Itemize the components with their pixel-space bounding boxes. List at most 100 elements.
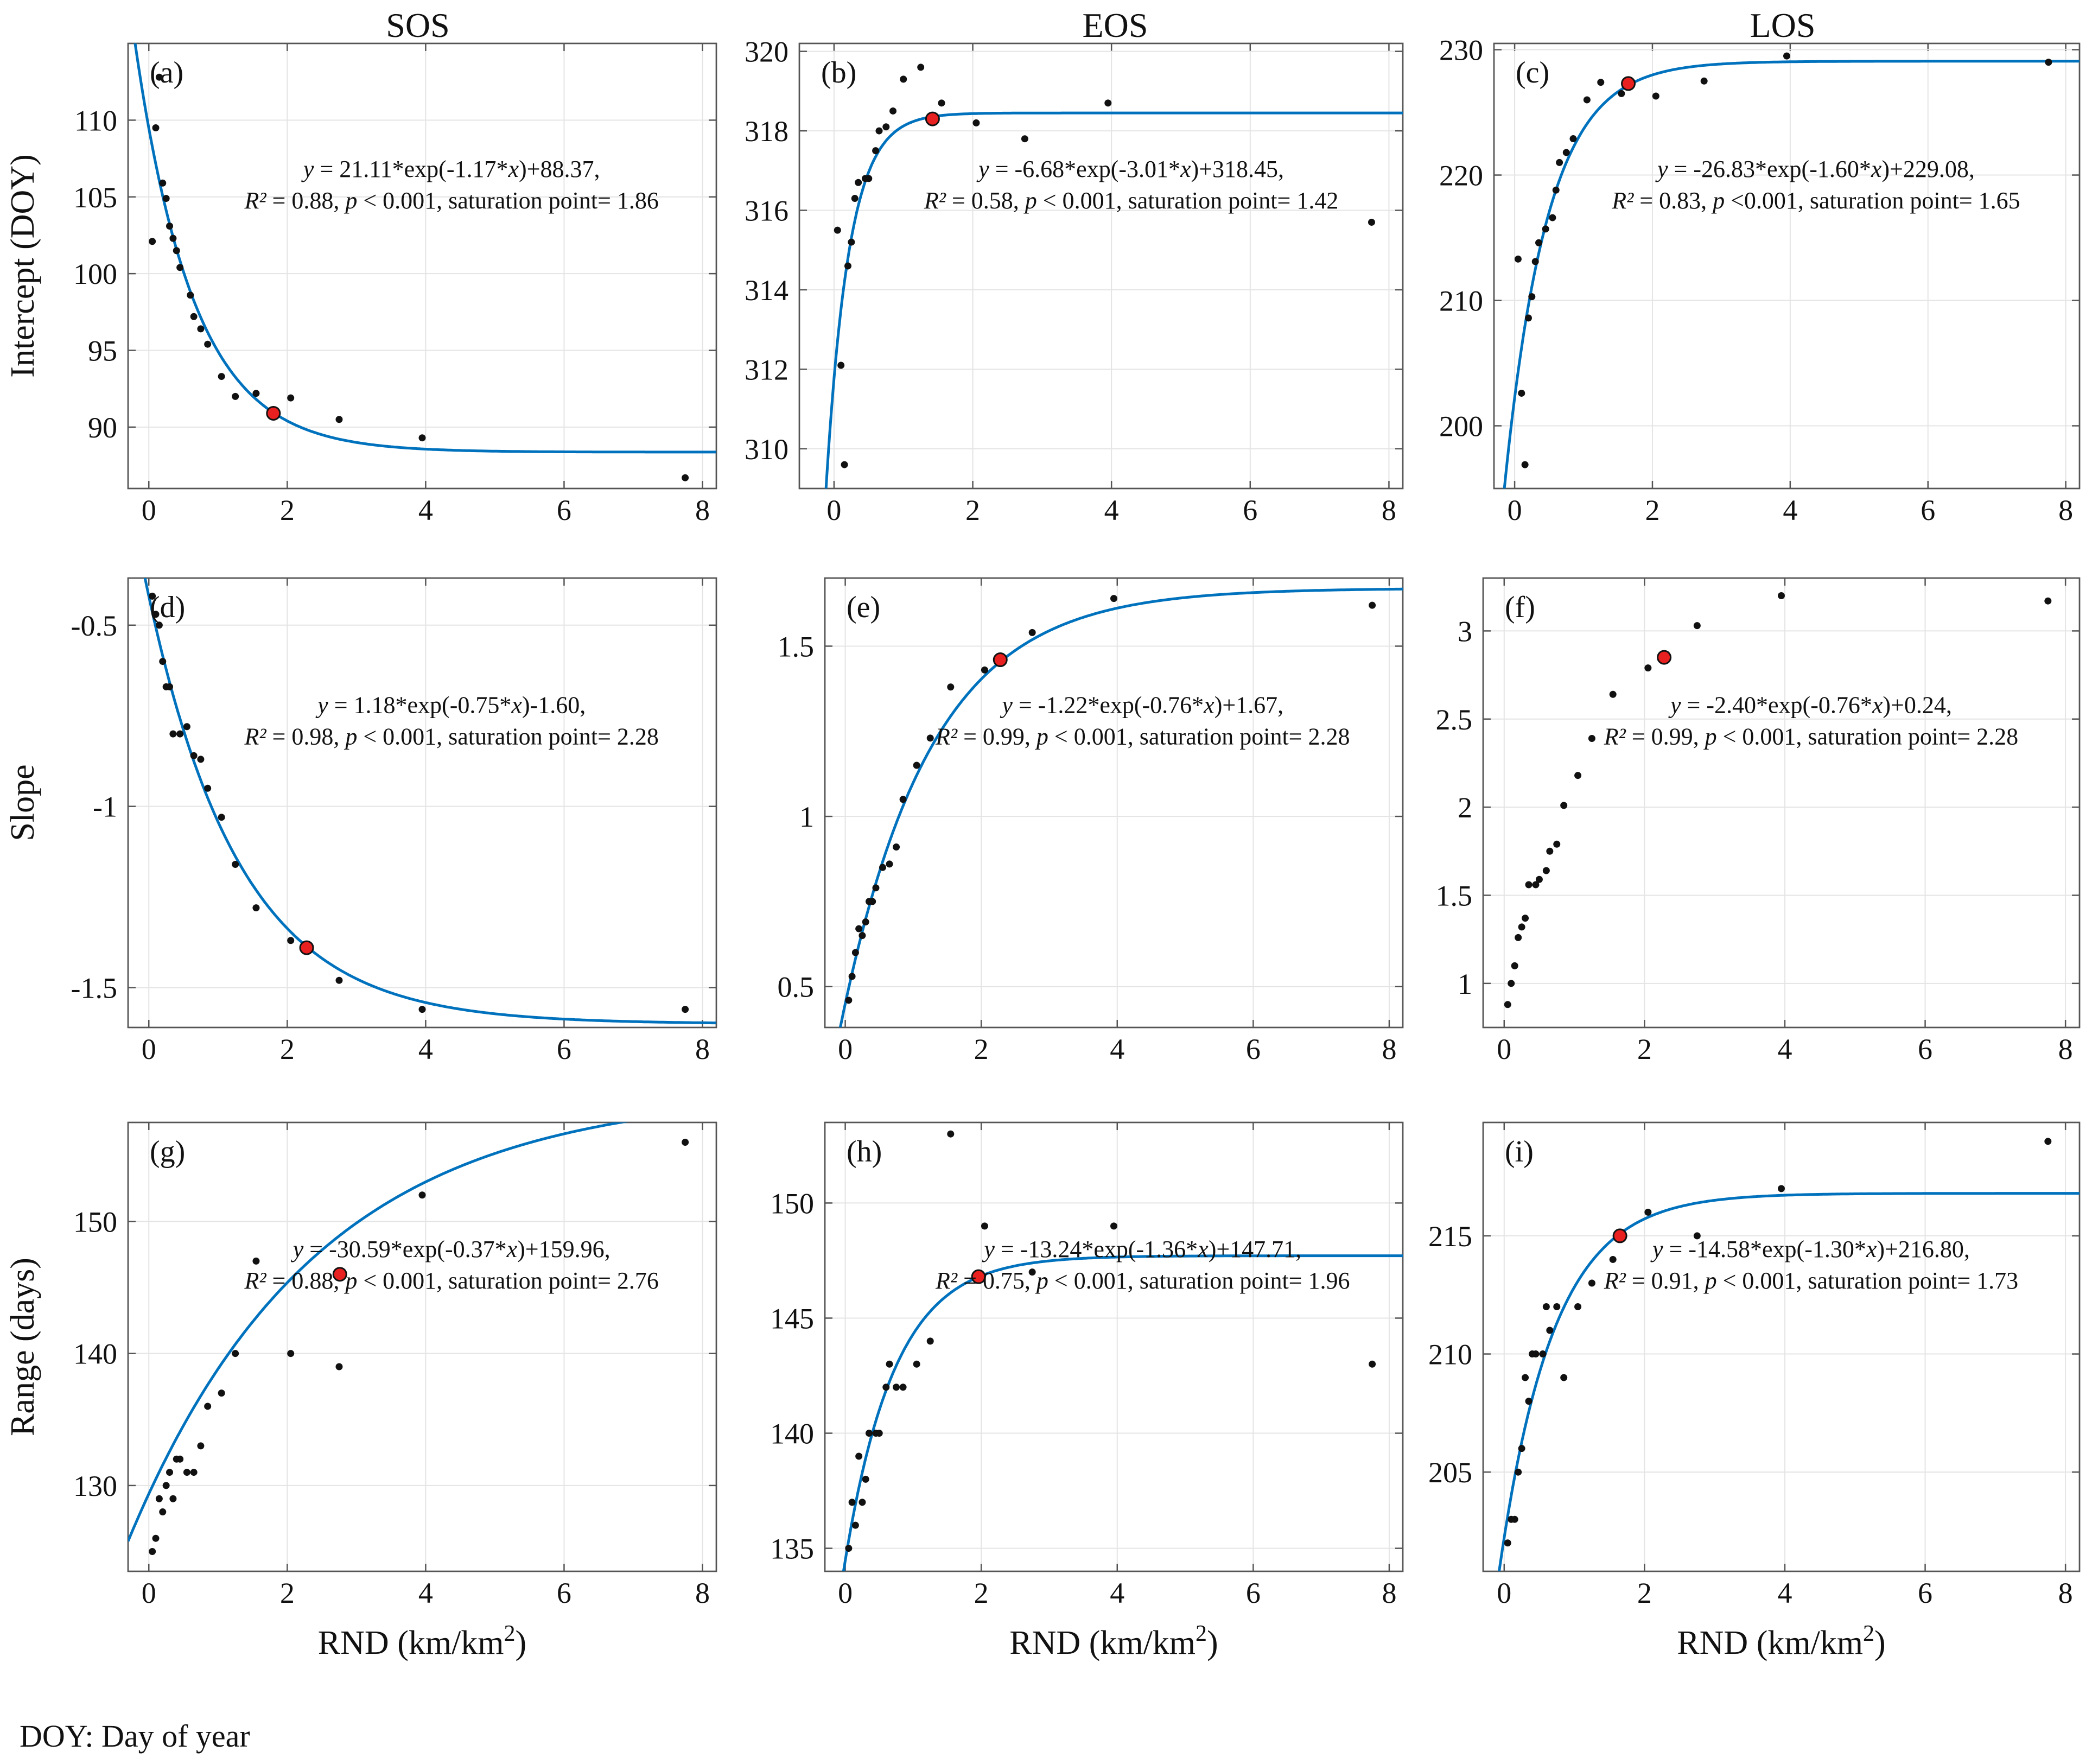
- data-point: [1588, 734, 1595, 742]
- fit-statistics: R² = 0.83, p <0.001, saturation point= 1…: [1611, 187, 2020, 214]
- data-point: [169, 234, 177, 242]
- data-point: [232, 1350, 239, 1357]
- data-point: [886, 860, 893, 868]
- y-tick-label: 130: [73, 1470, 117, 1502]
- data-point: [152, 611, 160, 618]
- data-point: [1542, 225, 1549, 233]
- data-point: [862, 1475, 869, 1483]
- data-point: [173, 247, 180, 255]
- x-tick-label: 6: [1918, 1577, 1932, 1609]
- data-point: [1618, 90, 1625, 97]
- plot-border: [127, 42, 717, 490]
- plot-border: [127, 1121, 717, 1572]
- data-point: [152, 1534, 160, 1542]
- data-point: [1514, 255, 1522, 263]
- data-point: [159, 1508, 167, 1516]
- data-point: [913, 1360, 920, 1368]
- data-point: [1542, 867, 1550, 874]
- data-point: [981, 666, 988, 674]
- x-tick-label: 4: [1783, 494, 1797, 526]
- x-tick-label: 0: [1508, 494, 1522, 526]
- y-tick-label: 200: [1439, 410, 1483, 443]
- data-point: [166, 683, 174, 690]
- data-point: [845, 997, 853, 1004]
- x-tick-label: 6: [557, 494, 571, 526]
- data-point: [176, 1455, 184, 1463]
- y-tick-label: 318: [745, 115, 789, 148]
- data-point: [1560, 1374, 1568, 1381]
- data-point: [893, 843, 900, 851]
- fit-statistics: R² = 0.88, p < 0.001, saturation point= …: [244, 187, 658, 214]
- data-point: [1522, 1374, 1529, 1381]
- data-point: [159, 179, 167, 187]
- x-tick-label: 8: [2058, 494, 2073, 526]
- fit-curve: [824, 111, 1403, 488]
- y-axis-label: Slope: [4, 764, 41, 841]
- data-point: [1783, 52, 1790, 60]
- data-point: [176, 730, 184, 738]
- y-tick-label: 1: [1458, 968, 1472, 1000]
- fit-curve: [1498, 1192, 2080, 1571]
- data-point: [1518, 923, 1525, 931]
- panel-a: 0 2 4 6 8 90 95 100 105 110 (a) y = 21.11*exp(-1.17…: [4, 42, 717, 526]
- data-point: [149, 592, 156, 600]
- data-point: [1369, 1360, 1376, 1368]
- y-tick-label: 110: [74, 104, 117, 137]
- data-point: [855, 1452, 863, 1460]
- y-tick-label: 95: [88, 335, 117, 367]
- data-point: [232, 861, 239, 868]
- data-point: [1110, 595, 1117, 602]
- data-point: [1778, 592, 1785, 599]
- saturation-point: [993, 652, 1008, 668]
- y-tick-label: 205: [1428, 1456, 1472, 1489]
- data-point: [1021, 135, 1028, 143]
- data-point: [252, 1257, 260, 1265]
- panel-i: 0 2 4 6 8 205 210 215 (i) y = -14.58*exp(-1.30*x)…: [1428, 1121, 2081, 1661]
- data-point: [1560, 802, 1568, 809]
- data-point: [851, 195, 859, 202]
- x-tick-label: 2: [1637, 1033, 1652, 1065]
- x-tick-label: 8: [2058, 1577, 2073, 1609]
- fit-statistics: R² = 0.88, p < 0.001, saturation point= …: [244, 1267, 658, 1294]
- data-point: [149, 1548, 156, 1556]
- data-point: [1539, 1350, 1547, 1358]
- y-tick-label: 140: [770, 1418, 814, 1450]
- data-point: [1562, 149, 1570, 156]
- x-tick-label: 2: [280, 494, 295, 526]
- x-tick-label: 6: [1246, 1577, 1261, 1609]
- data-point: [913, 762, 920, 769]
- y-axis-label: Range (days): [4, 1258, 41, 1436]
- data-point: [152, 124, 160, 132]
- fit-statistics: R² = 0.98, p < 0.001, saturation point= …: [244, 723, 658, 750]
- data-point: [1508, 980, 1515, 987]
- data-point: [1693, 1232, 1701, 1240]
- data-point: [851, 949, 859, 956]
- plot-area: [824, 1121, 1404, 1572]
- panel-label: (g): [150, 1135, 185, 1169]
- data-point: [1511, 1515, 1518, 1523]
- data-point: [1028, 1268, 1036, 1276]
- data-point: [947, 1130, 955, 1138]
- data-point: [872, 147, 880, 155]
- data-point: [851, 1521, 859, 1529]
- data-point: [1542, 1303, 1550, 1311]
- data-point: [1652, 92, 1659, 100]
- data-point: [841, 461, 848, 468]
- y-tick-label: -1.5: [71, 972, 117, 1005]
- data-point: [845, 1545, 853, 1552]
- y-tick-label: 135: [770, 1533, 814, 1565]
- data-point: [682, 474, 689, 481]
- y-tick-label: 1: [799, 801, 814, 833]
- data-point: [187, 291, 194, 299]
- saturation-point: [1612, 1228, 1627, 1243]
- data-point: [2044, 597, 2052, 605]
- saturation-point: [971, 1269, 986, 1284]
- y-tick-label: 145: [770, 1302, 814, 1335]
- data-point: [1549, 214, 1556, 221]
- x-tick-label: 6: [1243, 494, 1257, 526]
- saturation-point: [925, 111, 940, 126]
- y-tick-label: 1.5: [1436, 879, 1473, 912]
- y-tick-label: 100: [73, 258, 117, 290]
